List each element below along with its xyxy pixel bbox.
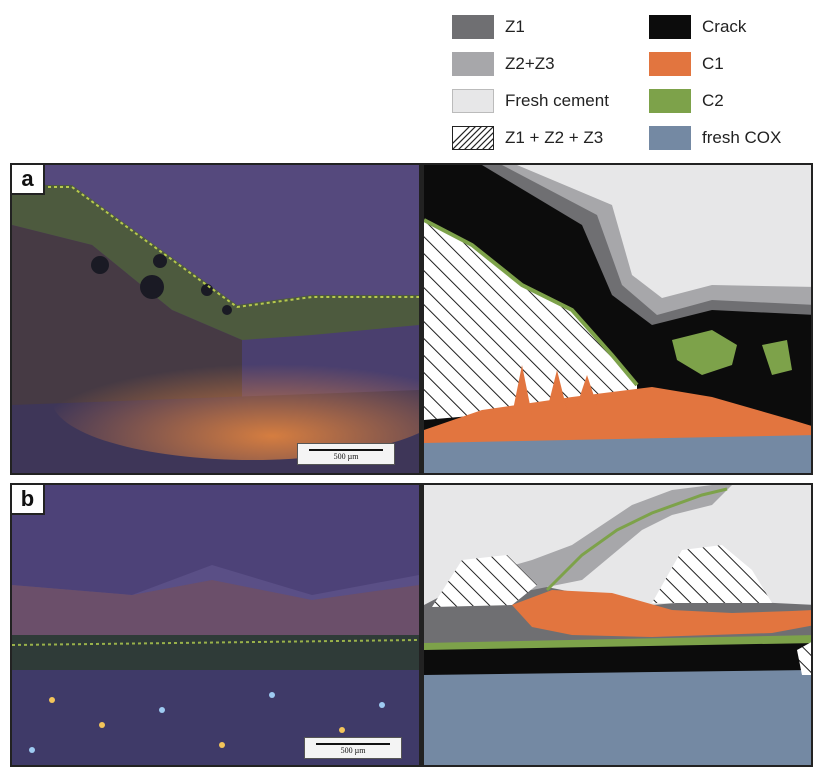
panel-b-micrograph (12, 485, 420, 765)
legend: Z1 Z2+Z3 Fresh cement Z1 + Z2 + Z3 Crack… (452, 10, 812, 160)
legend-label-fresh-cox: fresh COX (702, 128, 782, 147)
panel-b-scale-line (316, 743, 390, 745)
panel-b-scale-label: 500 µm (340, 746, 366, 755)
legend-item-z2-z3: Z2+Z3 (452, 51, 555, 77)
legend-label-z1: Z1 (505, 17, 525, 36)
legend-label-crack: Crack (702, 17, 747, 36)
legend-swatch-z2-z3 (452, 52, 494, 76)
panel-b-scale-bar: 500 µm (304, 737, 402, 759)
legend-swatch-crack (649, 15, 691, 39)
panel-a-artwork (12, 165, 811, 473)
legend-swatch-z1 (452, 15, 494, 39)
legend-item-fresh-cement: Fresh cement (452, 88, 609, 114)
legend-label-fresh-cement: Fresh cement (505, 91, 609, 110)
panel-b-artwork (12, 485, 811, 765)
panel-a: a 500 µm (10, 163, 813, 475)
panel-a-micrograph (12, 165, 452, 473)
legend-swatch-c1 (649, 52, 691, 76)
legend-label-z1-z2-z3: Z1 + Z2 + Z3 (505, 128, 604, 147)
panel-a-letter: a (12, 165, 45, 195)
legend-item-fresh-cox: fresh COX (649, 125, 781, 151)
panel-b-schematic (424, 485, 811, 765)
legend-label-c1: C1 (702, 54, 724, 73)
panel-b-letter: b (12, 485, 45, 515)
legend-swatch-hatched (452, 126, 494, 150)
legend-swatch-c2 (649, 89, 691, 113)
panel-a-scale-label: 500 µm (333, 452, 359, 461)
panel-b: b 500 µm (10, 483, 813, 767)
legend-item-c1: C1 (649, 51, 724, 77)
legend-item-c2: C2 (649, 88, 724, 114)
legend-item-z1-z2-z3: Z1 + Z2 + Z3 (452, 125, 603, 151)
panel-a-schematic (423, 165, 811, 473)
legend-label-c2: C2 (702, 91, 724, 110)
legend-swatch-fresh-cox (649, 126, 691, 150)
panel-a-scale-line (309, 449, 383, 451)
legend-item-crack: Crack (649, 14, 746, 40)
legend-item-z1: Z1 (452, 14, 525, 40)
legend-label-z2-z3: Z2+Z3 (505, 54, 555, 73)
panel-a-scale-bar: 500 µm (297, 443, 395, 465)
legend-swatch-fresh-cement (452, 89, 494, 113)
